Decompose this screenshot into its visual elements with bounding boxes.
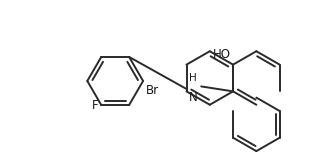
Text: N: N: [189, 91, 198, 104]
Text: Br: Br: [146, 84, 159, 97]
Text: F: F: [92, 98, 98, 112]
Text: HO: HO: [213, 48, 231, 61]
Text: H: H: [189, 73, 197, 83]
